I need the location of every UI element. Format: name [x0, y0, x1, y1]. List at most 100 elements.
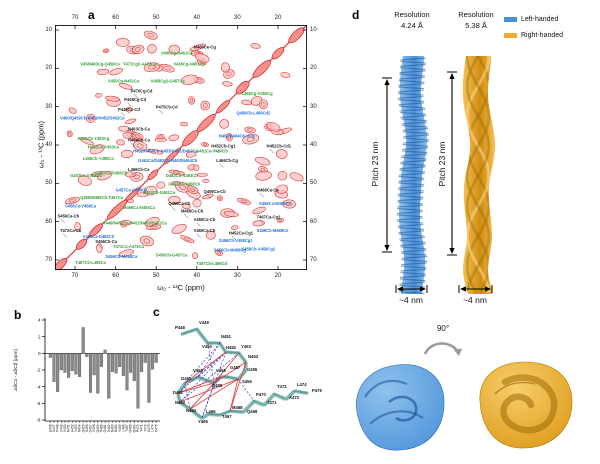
filament-left-striation [401, 121, 428, 125]
bar [110, 353, 114, 372]
cross-peak-contour [168, 195, 181, 205]
cross-peak-contour-inner [240, 199, 248, 203]
filament-left-striation [398, 233, 425, 237]
residue-label: L474 [297, 382, 307, 387]
peak-label: N463Cb-Ca [128, 126, 151, 131]
filament-left-striation [402, 124, 428, 128]
cross-peak-contour [156, 181, 166, 189]
peak-label: S456Ca-Cb [58, 213, 80, 218]
filament-left-striation [402, 127, 429, 131]
bar [67, 353, 71, 378]
x-tick-label: V450 [63, 424, 67, 432]
peak-label-leader [127, 102, 132, 107]
peak-label: M466Ce-Cg [194, 44, 217, 49]
filament-left-striation [396, 211, 423, 215]
peak-label-leader [130, 172, 136, 177]
pitch-arrow-right-head-bottom [449, 248, 455, 254]
cross-peak-contour-inner [143, 238, 151, 244]
cross-peak-contour [96, 68, 110, 75]
x-tick-label-top: 70 [71, 15, 79, 21]
cross-peak-contour [255, 170, 272, 181]
backbone-trace-3 [178, 327, 309, 418]
x-tick-label: V460 [100, 424, 104, 432]
topview-left-detail [369, 410, 424, 425]
filament-left-striation [401, 259, 428, 263]
peak-label: T467Ca-Cg2 [257, 215, 281, 220]
y-tick-label: -8 [36, 418, 41, 423]
peak-label-leader [171, 206, 176, 211]
cross-peak-contour-inner [163, 66, 171, 71]
filament-right-body [462, 56, 496, 294]
diagonal-peak-contour [55, 258, 68, 270]
width-label-right: ~4 nm [463, 295, 487, 305]
diagonal-peak-contour [196, 113, 216, 133]
cross-peak-contour-inner [104, 49, 108, 52]
diagonal-peak-contour [235, 80, 250, 95]
cross-peak-contour [223, 211, 239, 217]
bar [92, 353, 96, 376]
filament-left-striation [402, 147, 428, 151]
x-axis-title: ω₂ - ¹³C (ppm) [157, 283, 205, 292]
topview-left-swirl [388, 395, 418, 422]
cross-peak-contour [124, 118, 137, 125]
panel-d: d Resolution 4.24 Å Resolution 5.38 Å Le… [345, 2, 600, 462]
bar [63, 353, 67, 373]
cross-peak-contour [180, 235, 195, 244]
filament-left-striation [398, 99, 424, 103]
y-tick-label-right: 10 [310, 27, 317, 33]
rotation-arrow-head [454, 348, 462, 356]
cross-peak-contour [180, 121, 188, 127]
peak-label: P448Cb-Cd [118, 107, 140, 112]
x-tick-label: A473 [147, 424, 151, 432]
x-tick-label: S456 [85, 424, 89, 432]
residue-label: L466 [206, 409, 216, 414]
peak-label: H452/N464Cb-VCg [219, 134, 255, 139]
restraint-blue-dashed [237, 378, 255, 402]
residue-label: N451 [221, 334, 232, 339]
y-tick-label: 2 [38, 334, 41, 339]
topview-left-blob [356, 364, 445, 451]
bar [125, 353, 129, 391]
bar [103, 349, 107, 354]
peak-label-leader [196, 233, 201, 238]
filament-left-striation [398, 230, 425, 234]
resolution-label-left: Resolution [394, 10, 430, 19]
peak-label: S456Ca-V458Ca [65, 204, 97, 209]
x-tick-label: T467 [125, 424, 129, 431]
pitch-arrow-right-head-top [449, 73, 455, 79]
cross-peak-contour [116, 37, 130, 47]
residue-label: T467 [222, 414, 232, 419]
filament-left-striation [397, 95, 424, 99]
filament-left-striation [400, 159, 427, 163]
peak-label: T467Cb-L466Cd [196, 261, 227, 266]
pitch-arrow-left-head-top [384, 79, 390, 85]
restraint-red [213, 361, 247, 384]
cross-peak-contour [222, 81, 233, 87]
cross-peak-contour [125, 106, 132, 113]
panel-b-letter: b [14, 308, 22, 322]
x-tick-label: Y465 [118, 424, 122, 432]
x-tick-label: N463 [110, 424, 114, 432]
residue-label: S456 [242, 379, 252, 384]
peak-label: T467Cb-L466Ca [75, 260, 106, 265]
cross-peak-contour-inner [136, 143, 144, 149]
y-axis-title: ω₁ - ¹³C (ppm) [36, 120, 46, 169]
cross-peak-contour [250, 43, 261, 49]
cross-peak-contour-inner [216, 251, 221, 255]
residue-label: P475 [312, 388, 322, 393]
cross-peak-contour [220, 62, 230, 73]
residue-label: G455 [247, 367, 258, 372]
cross-peak-contour [277, 171, 288, 181]
x-tick-label: G457 [89, 424, 93, 432]
filament-left-striation [400, 57, 427, 61]
x-tick-label: G461 [103, 424, 107, 432]
peak-label: M466Ca-N464Ca [123, 205, 156, 210]
peak-label: L466Cb-Ca [128, 167, 150, 172]
diagonal-peak-contour [216, 99, 231, 114]
cross-peak-contour-inner [227, 135, 232, 140]
topview-left-detail [364, 379, 408, 398]
restraint-red [179, 378, 239, 403]
cross-peak-contour [154, 137, 167, 142]
y-tick-label: -4 [36, 384, 41, 389]
